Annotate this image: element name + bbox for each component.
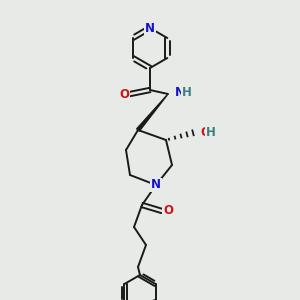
Text: O: O xyxy=(119,88,129,100)
Text: N: N xyxy=(145,22,155,34)
Text: H: H xyxy=(206,125,216,139)
Text: N: N xyxy=(151,178,161,191)
Polygon shape xyxy=(137,94,168,131)
Text: H: H xyxy=(182,85,192,98)
Text: O: O xyxy=(163,205,173,218)
Text: N: N xyxy=(175,85,185,98)
Text: O: O xyxy=(200,125,210,139)
